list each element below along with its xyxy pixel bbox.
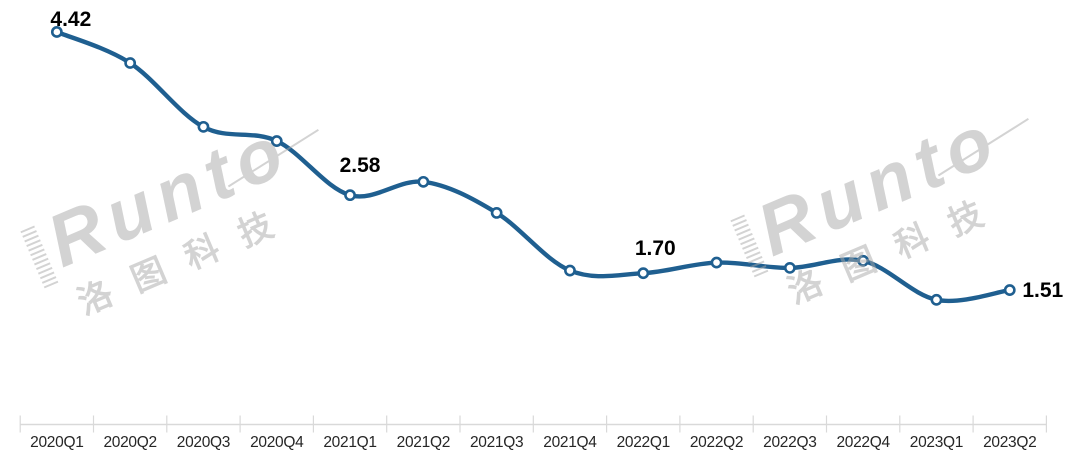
- x-axis-label: 2020Q1: [30, 434, 83, 451]
- x-axis-label: 2022Q1: [617, 434, 670, 451]
- x-axis-label: 2022Q3: [763, 434, 816, 451]
- data-point-marker: [857, 254, 870, 267]
- x-axis-label: 2021Q1: [323, 434, 376, 451]
- x-axis-label: 2021Q2: [397, 434, 450, 451]
- data-point-marker: [270, 135, 283, 147]
- data-point-marker: [564, 264, 576, 277]
- x-axis-label: 2021Q4: [543, 434, 597, 451]
- data-point-label: 2.58: [340, 154, 381, 177]
- data-markers: [50, 26, 1016, 306]
- data-point-marker: [1003, 284, 1016, 296]
- data-labels: 4.42 2.58 1.70 1.51: [50, 8, 1063, 302]
- watermark-slash: [227, 128, 319, 188]
- x-axis-label: 2023Q2: [983, 434, 1036, 451]
- data-point-marker: [417, 175, 430, 188]
- x-axis-label: 2023Q1: [910, 434, 963, 451]
- data-point-label: 1.70: [635, 237, 676, 260]
- data-point-label: 4.42: [50, 8, 91, 31]
- data-point-marker: [930, 293, 943, 306]
- data-point-marker: [490, 206, 503, 219]
- data-point-marker: [50, 26, 63, 38]
- x-axis-label: 2022Q2: [690, 434, 743, 451]
- data-point-marker: [344, 189, 356, 202]
- x-axis-label: 2020Q4: [250, 434, 304, 451]
- watermark-slash: [937, 117, 1029, 177]
- x-axis-label: 2020Q3: [177, 434, 230, 451]
- data-point-marker: [710, 256, 723, 269]
- watermark-hatch: [20, 225, 59, 289]
- data-point-label: 1.51: [1022, 279, 1063, 302]
- data-point-marker: [124, 57, 137, 69]
- series-line: [54, 29, 1012, 304]
- data-point-marker: [783, 261, 796, 274]
- x-axis-label: 2022Q4: [836, 434, 890, 451]
- data-point-marker: [637, 267, 650, 280]
- x-axis-label: 2020Q2: [103, 434, 156, 451]
- data-point-marker: [197, 120, 210, 133]
- x-axis: 2020Q1 2020Q2 2020Q3 2020Q4 2021Q1 2021Q2 2021…: [19, 415, 1048, 451]
- x-axis-label: 2021Q3: [470, 434, 523, 451]
- series-line-path: [54, 29, 1012, 304]
- watermark-hatch: [730, 214, 769, 278]
